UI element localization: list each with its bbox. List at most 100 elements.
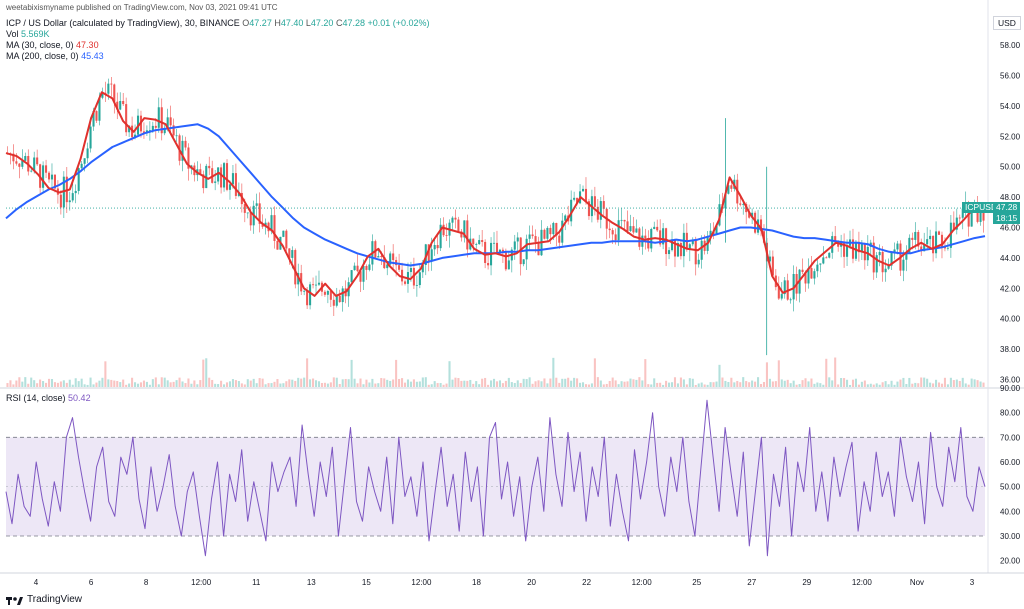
candle-body <box>436 245 439 249</box>
candle-body <box>825 257 828 259</box>
candle-body <box>181 140 184 161</box>
candle-body <box>249 212 252 226</box>
volume-bar <box>53 382 56 387</box>
close-value: 47.28 <box>342 18 365 28</box>
volume-bar <box>74 378 77 387</box>
volume-bar <box>697 383 700 387</box>
volume-bar <box>68 379 71 387</box>
candle-body <box>584 188 588 202</box>
candle-body <box>220 167 223 188</box>
candle-body <box>377 256 380 258</box>
volume-bar <box>650 384 653 387</box>
volume-bar <box>923 377 926 387</box>
volume-bar <box>492 378 496 387</box>
volume-bar <box>590 383 593 387</box>
volume-bar <box>39 379 42 387</box>
volume-bar <box>644 359 647 387</box>
ma200-legend[interactable]: MA (200, close, 0) 45.43 <box>6 51 104 62</box>
candle-body <box>258 203 261 224</box>
ma200-label: MA (200, close, 0) <box>6 51 79 61</box>
currency-label[interactable]: USD <box>993 16 1021 30</box>
volume-bar <box>424 377 427 387</box>
volume-bar <box>730 377 733 387</box>
candle-body <box>813 271 816 279</box>
volume-bar <box>887 384 890 387</box>
volume-bar <box>884 381 887 387</box>
volume-bar <box>819 383 822 387</box>
volume-bar <box>973 379 976 387</box>
volume-bar <box>816 382 819 387</box>
volume-bar <box>543 378 546 387</box>
tradingview-logo[interactable]: TradingView <box>6 594 82 605</box>
price-tag-symbol: ICPUSD <box>962 202 1001 213</box>
volume-bar <box>495 381 499 387</box>
candle-body <box>599 201 602 220</box>
rsi-tick-label: 40.00 <box>1000 507 1021 516</box>
candle-body <box>151 125 154 131</box>
candle-body <box>77 168 80 191</box>
candle-body <box>914 231 917 240</box>
x-tick-label: 18 <box>472 578 481 587</box>
candle-body <box>887 265 890 269</box>
volume-bar <box>380 378 383 387</box>
volume-bar <box>757 377 760 387</box>
volume-bar <box>602 384 605 387</box>
volume-bar <box>673 377 677 387</box>
volume-bar <box>825 358 828 387</box>
x-tick-label: 27 <box>747 578 756 587</box>
candle-body <box>487 263 490 266</box>
candle-body <box>709 230 712 237</box>
volume-bar <box>273 381 276 387</box>
rsi-label: RSI (14, close) <box>6 393 66 403</box>
volume-bar <box>656 382 659 387</box>
candle-body <box>356 265 359 272</box>
candle-body <box>759 219 763 232</box>
candle-body <box>682 232 685 257</box>
price-tick-label: 38.00 <box>1000 345 1021 354</box>
volume-bar <box>914 382 917 387</box>
volume-bar <box>668 382 671 387</box>
candle-body <box>353 265 356 271</box>
volume-bar <box>398 378 401 387</box>
volume-bar <box>943 377 946 387</box>
volume-bar <box>208 377 211 387</box>
volume-bar <box>116 380 119 387</box>
rsi-legend[interactable]: RSI (14, close) 50.42 <box>6 393 91 404</box>
candle-body <box>335 295 338 306</box>
rsi-tick-label: 90.00 <box>1000 384 1021 393</box>
candle-body <box>101 92 104 98</box>
volume-bar <box>875 383 878 387</box>
candle-body <box>460 231 463 238</box>
candle-body <box>504 251 507 270</box>
price-tick-label: 46.00 <box>1000 223 1021 232</box>
price-tick-label: 48.00 <box>1000 193 1021 202</box>
volume-bar <box>700 382 703 387</box>
volume-bar <box>540 381 543 387</box>
volume-bar <box>323 382 326 387</box>
volume-bar <box>403 382 407 387</box>
price-tick-label: 56.00 <box>1000 72 1021 81</box>
volume-bar <box>365 379 368 387</box>
candle-body <box>208 165 211 169</box>
volume-bar <box>691 378 694 387</box>
volume-bar <box>181 381 184 387</box>
rsi-tick-label: 20.00 <box>1000 557 1021 566</box>
volume-bar <box>317 381 321 387</box>
candle-body <box>596 206 599 220</box>
ma30-legend[interactable]: MA (30, close, 0) 47.30 <box>6 40 99 51</box>
volume-bar <box>83 384 86 387</box>
volume-bar <box>896 381 899 387</box>
volume-bar <box>312 378 315 387</box>
volume-bar <box>516 380 519 387</box>
volume-bar <box>487 384 490 387</box>
volume-legend[interactable]: Vol 5.569K <box>6 29 50 40</box>
volume-bar <box>617 384 620 387</box>
candle-body <box>160 107 163 134</box>
volume-bar <box>507 377 510 387</box>
volume-bar <box>774 381 777 387</box>
close-label: C <box>335 18 343 28</box>
candle-body <box>157 107 160 128</box>
volume-bar <box>967 384 970 387</box>
